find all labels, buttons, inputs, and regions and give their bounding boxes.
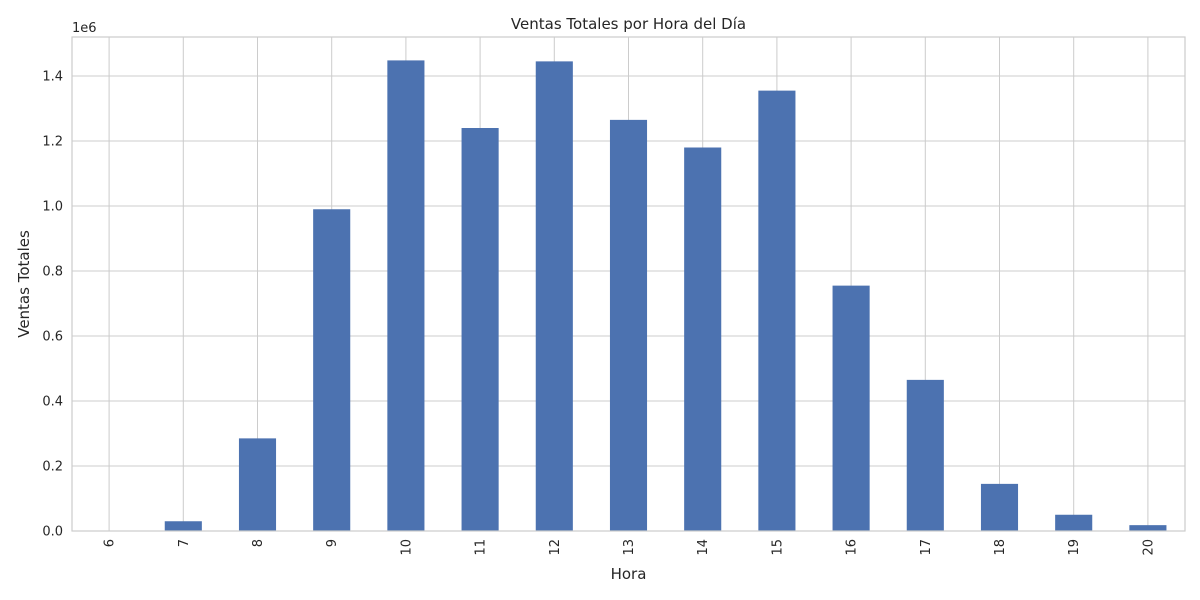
bars bbox=[164, 60, 1167, 532]
bar-hora-15 bbox=[758, 90, 796, 531]
bar-hora-10 bbox=[387, 60, 425, 532]
bar-hora-9 bbox=[313, 209, 351, 531]
bar-hora-19 bbox=[1055, 514, 1093, 531]
x-tick-label: 13 bbox=[622, 539, 637, 556]
bar-hora-18 bbox=[980, 483, 1019, 531]
x-tick-label: 8 bbox=[251, 539, 266, 547]
y-tick-label: 0.4 bbox=[42, 395, 63, 410]
y-axis-label: Ventas Totales bbox=[15, 230, 33, 338]
x-tick-label: 18 bbox=[993, 539, 1008, 556]
x-tick-label: 14 bbox=[696, 539, 711, 556]
y-tick-label: 1.2 bbox=[42, 135, 63, 150]
bar-hora-11 bbox=[461, 128, 499, 531]
x-tick-label: 11 bbox=[474, 539, 489, 556]
x-tick-label: 20 bbox=[1141, 539, 1156, 556]
x-tick-label: 10 bbox=[399, 539, 414, 556]
x-tick-label: 17 bbox=[919, 539, 934, 556]
x-tick-label: 15 bbox=[770, 539, 785, 556]
y-tick-label: 1.0 bbox=[42, 200, 63, 215]
x-tick-label: 7 bbox=[177, 539, 192, 547]
plot-frame bbox=[71, 36, 1186, 532]
y-tick-label: 0.6 bbox=[42, 330, 63, 345]
bar-hora-14 bbox=[684, 147, 722, 531]
bar-hora-13 bbox=[609, 119, 648, 531]
bar-hora-16 bbox=[832, 285, 870, 531]
x-axis-label: Hora bbox=[611, 565, 647, 583]
y-axis-ticks: 0.0 0.2 0.4 0.6 0.8 1.0 1.2 1.4 bbox=[42, 70, 63, 540]
x-tick-label: 9 bbox=[325, 539, 340, 547]
bar-hora-17 bbox=[906, 379, 944, 531]
y-tick-label: 0.0 bbox=[42, 525, 63, 540]
bar-hora-20 bbox=[1129, 525, 1167, 531]
y-tick-label: 1.4 bbox=[42, 70, 63, 85]
y-tick-label: 0.2 bbox=[42, 460, 63, 475]
y-tick-label: 0.8 bbox=[42, 265, 63, 280]
x-tick-label: 12 bbox=[548, 539, 563, 556]
chart-title: Ventas Totales por Hora del Día bbox=[511, 15, 746, 33]
x-tick-label: 6 bbox=[103, 539, 118, 547]
bar-hora-7 bbox=[164, 521, 202, 531]
x-axis-ticks: 6 7 8 9 10 11 12 13 14 15 16 17 18 19 20 bbox=[103, 539, 1157, 556]
x-tick-label: 19 bbox=[1067, 539, 1082, 556]
bar-hora-8 bbox=[238, 438, 277, 531]
x-tick-label: 16 bbox=[845, 539, 860, 556]
bar-hora-12 bbox=[535, 61, 573, 531]
y-axis-scale-label: 1e6 bbox=[72, 21, 97, 36]
